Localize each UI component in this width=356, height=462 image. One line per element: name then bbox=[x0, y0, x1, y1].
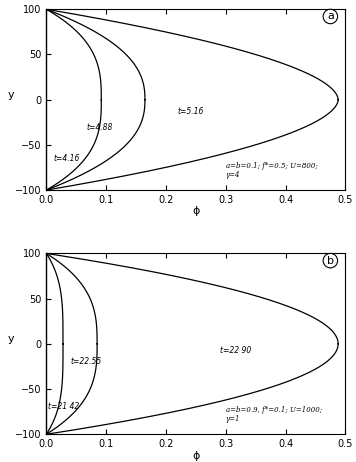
Y-axis label: y: y bbox=[7, 334, 14, 344]
Text: t=4.88: t=4.88 bbox=[87, 122, 113, 132]
Y-axis label: y: y bbox=[7, 90, 14, 100]
X-axis label: ϕ: ϕ bbox=[192, 450, 199, 461]
X-axis label: ϕ: ϕ bbox=[192, 207, 199, 216]
Text: a: a bbox=[327, 12, 334, 21]
Text: a=b=0.9, f*=0.1; U=1000;
γ=1: a=b=0.9, f*=0.1; U=1000; γ=1 bbox=[226, 406, 322, 424]
Text: t=4.16: t=4.16 bbox=[53, 154, 80, 163]
Text: t=22.55: t=22.55 bbox=[70, 357, 101, 366]
Text: b: b bbox=[327, 255, 334, 266]
Text: t=5.16: t=5.16 bbox=[178, 107, 204, 116]
Text: t=22 90: t=22 90 bbox=[220, 346, 251, 355]
Text: a=b=0.1; f*=0.5; U=800;
γ=4: a=b=0.1; f*=0.5; U=800; γ=4 bbox=[226, 162, 318, 179]
Text: t=21 42: t=21 42 bbox=[48, 402, 79, 411]
